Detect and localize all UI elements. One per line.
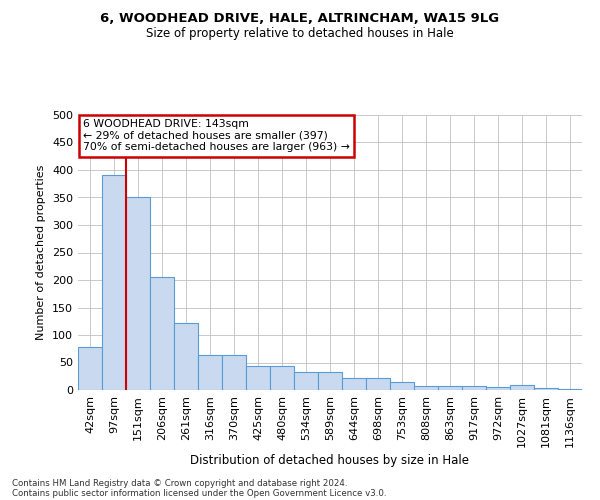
Bar [150,277,174,390]
Bar [102,176,126,390]
Bar [198,356,222,390]
Bar [414,386,438,390]
Bar [510,384,534,390]
Bar [462,386,486,390]
Bar [390,382,414,390]
Bar [78,347,102,390]
Bar [246,366,270,390]
Bar [294,372,318,390]
Bar [486,387,510,390]
Text: Contains HM Land Registry data © Crown copyright and database right 2024.: Contains HM Land Registry data © Crown c… [12,478,347,488]
Bar [558,389,582,390]
Bar [342,378,366,390]
X-axis label: Distribution of detached houses by size in Hale: Distribution of detached houses by size … [191,454,470,467]
Bar [438,386,462,390]
Text: 6 WOODHEAD DRIVE: 143sqm
← 29% of detached houses are smaller (397)
70% of semi-: 6 WOODHEAD DRIVE: 143sqm ← 29% of detach… [83,119,350,152]
Bar [270,366,294,390]
Y-axis label: Number of detached properties: Number of detached properties [37,165,46,340]
Text: 6, WOODHEAD DRIVE, HALE, ALTRINCHAM, WA15 9LG: 6, WOODHEAD DRIVE, HALE, ALTRINCHAM, WA1… [100,12,500,26]
Bar [174,323,198,390]
Bar [222,356,246,390]
Bar [318,372,342,390]
Bar [366,378,390,390]
Text: Size of property relative to detached houses in Hale: Size of property relative to detached ho… [146,28,454,40]
Text: Contains public sector information licensed under the Open Government Licence v3: Contains public sector information licen… [12,488,386,498]
Bar [126,198,150,390]
Bar [534,388,558,390]
